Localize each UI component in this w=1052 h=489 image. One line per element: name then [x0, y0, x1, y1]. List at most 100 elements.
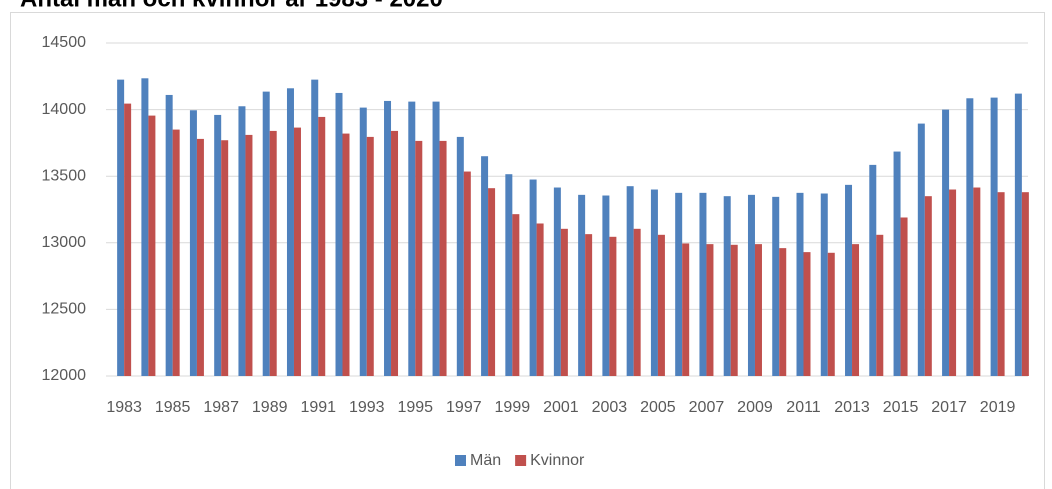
- bar: [803, 252, 811, 376]
- bar: [488, 188, 496, 376]
- x-tick-label: 2011: [786, 399, 821, 416]
- bar: [602, 195, 610, 376]
- bar: [456, 136, 464, 376]
- y-tick-label: 13500: [42, 167, 87, 184]
- bar: [286, 88, 294, 377]
- bar: [990, 97, 998, 376]
- bar: [335, 92, 343, 376]
- bar: [415, 140, 423, 376]
- bar: [293, 127, 301, 376]
- bar: [796, 192, 804, 376]
- x-tick-label: 1995: [397, 399, 433, 416]
- bar: [141, 78, 149, 376]
- bar: [626, 186, 634, 376]
- bar: [553, 187, 561, 376]
- x-tick-label: 2003: [592, 399, 628, 416]
- bar: [723, 196, 731, 376]
- x-tick-label: 1983: [106, 399, 142, 416]
- y-tick-label: 12500: [42, 301, 87, 318]
- x-tick-label: 2001: [543, 399, 579, 416]
- bar: [609, 236, 617, 376]
- legend-label: Män: [470, 452, 501, 469]
- bar: [1021, 192, 1029, 376]
- bar: [384, 100, 392, 376]
- bar: [650, 189, 658, 376]
- bar: [196, 138, 204, 376]
- bar: [633, 228, 641, 376]
- y-tick-label: 13000: [42, 234, 87, 251]
- bar: [172, 129, 180, 376]
- bar: [869, 164, 877, 376]
- bar: [730, 244, 738, 376]
- bar: [942, 109, 950, 376]
- bar: [238, 106, 246, 377]
- bar: [682, 243, 690, 376]
- bar: [917, 123, 925, 376]
- legend-label: Kvinnor: [530, 452, 585, 469]
- y-tick-label: 14000: [42, 101, 87, 118]
- bar: [706, 244, 714, 376]
- x-tick-label: 2007: [689, 399, 725, 416]
- x-tick-label: 1991: [300, 399, 336, 416]
- bar: [699, 192, 707, 376]
- bar: [439, 140, 447, 376]
- bar: [893, 151, 901, 376]
- bar: [342, 133, 350, 376]
- bar: [311, 79, 319, 376]
- legend-swatch: [515, 455, 527, 466]
- bar: [432, 101, 440, 376]
- bar: [973, 187, 981, 376]
- x-tick-label: 2009: [737, 399, 773, 416]
- bar: [949, 189, 957, 376]
- bar: [876, 234, 884, 376]
- bar: [165, 94, 173, 376]
- chart-frame: [10, 12, 1045, 489]
- bar: [675, 192, 683, 376]
- x-tick-label: 1997: [446, 399, 482, 416]
- bar: [214, 114, 222, 376]
- bar: [221, 140, 229, 376]
- bar: [529, 179, 537, 376]
- bar: [820, 193, 828, 376]
- x-tick-label: 1985: [155, 399, 191, 416]
- x-tick-label: 2019: [980, 399, 1016, 416]
- bar: [366, 136, 374, 376]
- bar: [852, 244, 860, 376]
- y-tick-label: 14500: [42, 34, 87, 51]
- bar: [578, 194, 586, 376]
- bar: [512, 214, 520, 376]
- x-tick-label: 1989: [252, 399, 288, 416]
- bar: [1014, 93, 1022, 376]
- x-tick-label: 2017: [931, 399, 967, 416]
- bar: [148, 115, 156, 377]
- bar: [117, 79, 125, 376]
- bar: [747, 194, 755, 376]
- bar: [359, 107, 367, 377]
- bar: [845, 184, 853, 376]
- x-tick-label: 1993: [349, 399, 385, 416]
- bar: [463, 171, 471, 376]
- bar: [754, 244, 762, 376]
- bar: [408, 101, 416, 376]
- bar: [481, 156, 489, 376]
- bar: [505, 174, 513, 376]
- bar: [536, 223, 544, 376]
- bar: [924, 196, 932, 376]
- bar: [772, 196, 780, 376]
- bar: [560, 228, 568, 376]
- bar: [269, 130, 277, 376]
- x-tick-label: 2005: [640, 399, 676, 416]
- bar: [779, 248, 787, 376]
- x-tick-label: 2013: [834, 399, 870, 416]
- bar: [124, 103, 132, 376]
- bar: [262, 91, 270, 377]
- chart-title: Antal män och kvinnor år 1983 - 2020: [20, 0, 443, 12]
- bar: [245, 134, 253, 376]
- bar: [827, 252, 835, 376]
- bar: [966, 98, 974, 376]
- x-tick-label: 1987: [203, 399, 239, 416]
- bar: [585, 234, 593, 376]
- x-tick-label: 1999: [495, 399, 531, 416]
- y-tick-label: 12000: [42, 367, 87, 384]
